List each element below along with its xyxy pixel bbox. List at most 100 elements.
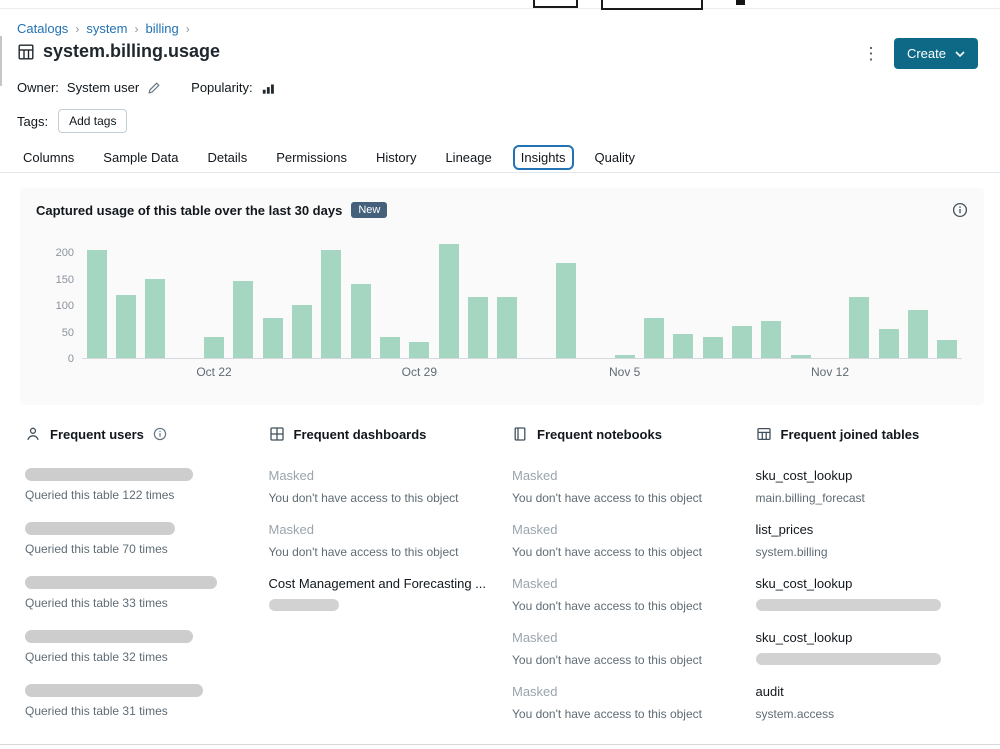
create-button[interactable]: Create — [893, 38, 978, 69]
tab-details[interactable]: Details — [207, 150, 248, 165]
popularity-bars-icon — [261, 81, 276, 95]
x-tick-label: Nov 12 — [810, 365, 850, 379]
breadcrumb-link[interactable]: system — [86, 21, 128, 36]
insights-panel-header: Captured usage of this table over the la… — [20, 188, 984, 218]
section-header: Frequent dashboards — [269, 424, 491, 444]
masked-text-placeholder — [25, 630, 193, 643]
item-link[interactable]: Cost Management and Forecasting ... — [268, 576, 487, 591]
item-subtitle: You don't have access to this object — [512, 707, 702, 721]
y-tick-label: 150 — [55, 273, 74, 286]
browser-chrome-artifact — [601, 0, 703, 10]
usage-bar — [291, 305, 312, 358]
breadcrumb-link[interactable]: billing — [145, 21, 179, 36]
list-item: Masked You don't have access to this obje… — [512, 468, 734, 522]
pencil-icon — [147, 81, 161, 95]
usage-bar — [643, 318, 664, 358]
tab-quality[interactable]: Quality — [594, 150, 636, 165]
section-header: Frequent notebooks — [512, 424, 734, 444]
usage-bar — [614, 355, 635, 358]
list-item: Queried this table 31 times — [25, 684, 247, 738]
y-tick-label: 0 — [67, 353, 74, 365]
masked-text-placeholder — [268, 599, 339, 611]
x-tick-label: Oct 29 — [401, 365, 438, 379]
usage-bar — [86, 249, 107, 358]
tab-sample-data[interactable]: Sample Data — [103, 150, 179, 165]
section-title: Frequent dashboards — [293, 426, 427, 442]
dashboard-icon — [269, 426, 285, 442]
section-title: Frequent joined tables — [780, 426, 920, 442]
breadcrumb-link[interactable]: Catalogs — [17, 21, 69, 36]
tab-bar: Columns Sample Data Details Permissions Hist… — [17, 147, 641, 168]
bar-slot — [581, 240, 610, 358]
item-subtitle: You don't have access to this object — [512, 599, 702, 613]
usage-bar — [379, 336, 400, 358]
create-button-label: Create — [906, 46, 946, 61]
kebab-menu-button[interactable]: ⋮ — [858, 40, 884, 68]
bar-slot — [522, 240, 551, 358]
bar-slot — [229, 240, 258, 358]
list-item: Masked You don't have access to this obje… — [512, 684, 734, 738]
bar-slot — [170, 240, 199, 358]
item-title: Masked — [268, 522, 315, 537]
item-link[interactable]: sku_cost_lookup — [755, 630, 853, 645]
usage-bar — [467, 297, 488, 358]
item-subtitle: main.billing_forecast — [755, 491, 865, 505]
masked-text-placeholder — [25, 468, 193, 481]
item-link[interactable]: audit — [755, 684, 784, 699]
edit-owner-button[interactable] — [147, 81, 161, 95]
y-tick-label: 200 — [55, 247, 74, 260]
list-item: Cost Management and Forecasting ... — [268, 576, 491, 630]
item-subtitle: system.access — [755, 707, 835, 721]
tab-insights[interactable]: Insights — [515, 147, 572, 168]
breadcrumb: Catalogs › system › billing › — [17, 21, 190, 36]
info-icon[interactable] — [153, 427, 167, 441]
usage-bar — [761, 320, 782, 358]
list-item: Queried this table 122 times — [25, 468, 247, 522]
tab-columns[interactable]: Columns — [23, 150, 75, 165]
usage-bar — [350, 283, 371, 358]
usage-bar — [937, 339, 958, 358]
section-frequent-users: Frequent users Queried this table 122 tim… — [25, 424, 247, 738]
bar-slot — [317, 240, 346, 358]
item-link[interactable]: sku_cost_lookup — [755, 468, 853, 483]
item-link[interactable]: list_prices — [755, 522, 814, 537]
tab-lineage[interactable]: Lineage — [445, 150, 492, 165]
table-icon — [17, 43, 35, 61]
item-subtitle: You don't have access to this object — [268, 545, 459, 559]
usage-bar — [731, 326, 752, 358]
bar-slot — [610, 240, 639, 358]
bar-slot — [757, 240, 786, 358]
list-item: Masked You don't have access to this obje… — [512, 576, 734, 630]
item-subtitle: You don't have access to this object — [512, 491, 702, 505]
section-title: Frequent users — [50, 426, 144, 442]
list-item: sku_cost_lookup — [755, 576, 978, 630]
bar-slot — [375, 240, 404, 358]
usage-bar — [497, 297, 518, 358]
item-title: Masked — [512, 684, 558, 699]
bar-slot — [463, 240, 492, 358]
usage-bar — [233, 281, 254, 358]
bar-slot — [845, 240, 874, 358]
item-subtitle: Queried this table 70 times — [25, 542, 168, 556]
info-icon[interactable] — [952, 202, 968, 218]
tab-permissions[interactable]: Permissions — [276, 150, 347, 165]
y-tick-label: 50 — [61, 326, 74, 339]
usage-bar — [907, 310, 928, 358]
item-title: Masked — [268, 468, 315, 483]
notebook-icon — [512, 426, 528, 442]
bar-slot — [346, 240, 375, 358]
item-link[interactable]: sku_cost_lookup — [755, 576, 853, 591]
masked-text-placeholder — [25, 684, 203, 697]
tab-history[interactable]: History — [376, 150, 417, 165]
list-item: audit system.access — [756, 684, 978, 738]
tags-row: Tags: Add tags — [17, 109, 128, 133]
usage-bar — [409, 342, 430, 358]
bar-slot — [199, 240, 228, 358]
new-badge: New — [351, 202, 388, 218]
usage-bar — [115, 294, 136, 358]
list-item: Masked You don't have access to this obje… — [512, 630, 734, 684]
y-tick-label: 100 — [55, 300, 74, 313]
bar-slot — [258, 240, 287, 358]
item-subtitle: Queried this table 32 times — [25, 650, 168, 664]
add-tags-button[interactable]: Add tags — [58, 109, 128, 133]
